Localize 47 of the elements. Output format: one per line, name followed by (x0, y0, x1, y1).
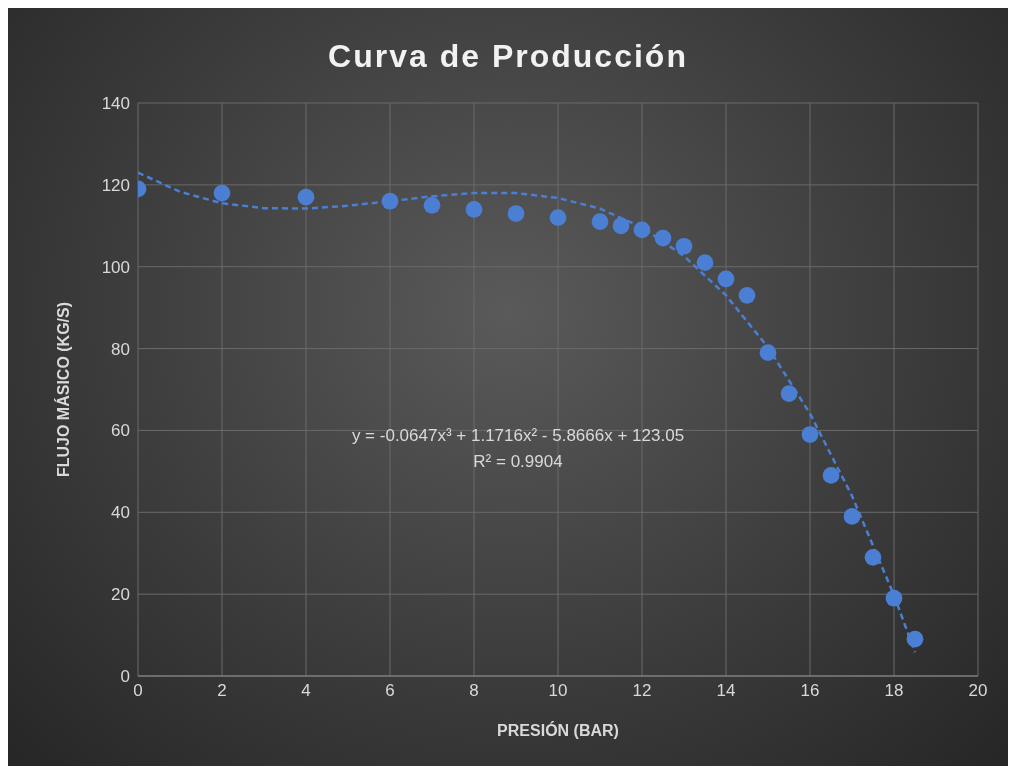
y-tick-label: 60 (111, 421, 130, 441)
x-tick-label: 4 (301, 681, 311, 701)
x-tick-label: 16 (800, 681, 820, 701)
point (696, 254, 714, 271)
y-axis-title: FLUJO MÁSICO (KG/S) (53, 301, 72, 478)
y-tick-label: 0 (120, 667, 130, 687)
point (213, 184, 231, 202)
point (465, 201, 483, 218)
point (843, 508, 861, 525)
point (801, 426, 819, 443)
chart-title: Curva de Producción (327, 38, 689, 75)
y-tick-label: 40 (111, 503, 130, 523)
y-tick-label: 100 (101, 257, 130, 277)
point (654, 229, 672, 247)
point (381, 192, 399, 210)
x-tick-label: 12 (632, 681, 652, 701)
annotation: R² = 0.9904 (472, 452, 564, 472)
y-tick-label: 140 (101, 94, 130, 114)
x-tick-label: 14 (716, 681, 736, 701)
x-tick-label: 18 (884, 681, 904, 701)
point (822, 467, 840, 484)
point (885, 589, 903, 607)
x-tick-label: 0 (133, 681, 143, 701)
point (864, 548, 882, 566)
point (591, 213, 609, 231)
point (780, 385, 798, 402)
y-tick-label: 120 (101, 175, 130, 195)
point (717, 270, 735, 288)
y-tick-label: 80 (111, 339, 130, 359)
point (549, 209, 567, 226)
point (507, 205, 525, 222)
x-tick-label: 20 (968, 681, 988, 701)
point (906, 630, 924, 648)
x-tick-label: 8 (469, 681, 479, 701)
x-tick-label: 10 (548, 681, 568, 701)
point (759, 344, 777, 362)
point (633, 221, 651, 239)
point (675, 237, 693, 255)
x-axis-title: PRESIÓN (BAR) (497, 721, 619, 739)
point (612, 217, 630, 235)
point (297, 188, 315, 206)
x-tick-label: 2 (217, 681, 227, 701)
point (738, 287, 756, 304)
annotation: y = -0.0647x³ + 1.1716x² - 5.8666x + 123.05 (350, 426, 686, 446)
x-tick-label: 6 (385, 681, 395, 701)
point (423, 196, 441, 214)
y-tick-label: 20 (111, 585, 130, 605)
